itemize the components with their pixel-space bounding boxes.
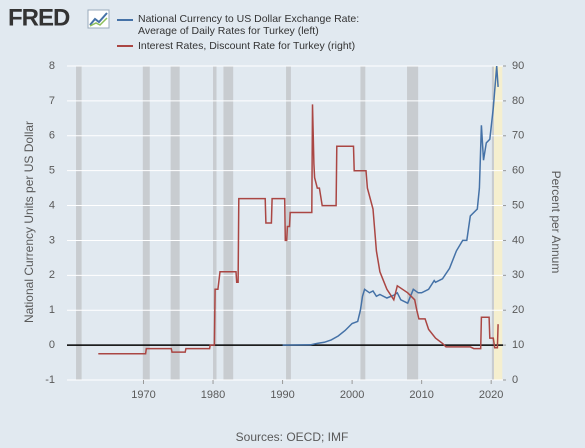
y-tick-label: 6 <box>49 130 55 142</box>
y2-axis-label: Percent per Annum <box>549 171 563 274</box>
recession-band <box>76 66 82 380</box>
y-axis-label: National Currency Units per US Dollar <box>22 121 36 323</box>
x-tick-label: 2010 <box>409 389 433 401</box>
y2-tick-label: 30 <box>512 269 524 281</box>
y-tick-label: 2 <box>49 269 55 281</box>
source: Sources: OECD; IMF <box>236 430 349 444</box>
legend-entry: National Currency to US Dollar Exchange … <box>138 13 360 37</box>
legend-entry: Interest Rates, Discount Rate for Turkey… <box>138 40 356 52</box>
recession-band <box>491 66 494 380</box>
recession-band <box>213 66 217 380</box>
recession-band <box>360 66 366 380</box>
recession-band <box>407 66 419 380</box>
y-tick-label: 8 <box>49 60 55 72</box>
y2-tick-label: 60 <box>512 165 524 177</box>
recession-band <box>170 66 180 380</box>
recession-band <box>286 66 291 380</box>
x-tick-label: 2020 <box>479 389 503 401</box>
y-tick-label: -1 <box>45 374 55 386</box>
recession-band <box>142 66 150 380</box>
recession-band <box>223 66 234 380</box>
y2-tick-label: 90 <box>512 60 524 72</box>
y2-tick-label: 20 <box>512 304 524 316</box>
y2-tick-label: 40 <box>512 234 524 246</box>
x-tick-label: 1990 <box>270 389 294 401</box>
y-tick-label: 3 <box>49 234 55 246</box>
y-tick-label: 0 <box>49 339 55 351</box>
y2-tick-label: 80 <box>512 95 524 107</box>
y2-tick-label: 10 <box>512 339 524 351</box>
y-tick-label: 4 <box>49 199 55 211</box>
y2-tick-label: 50 <box>512 199 524 211</box>
y2-tick-label: 70 <box>512 130 524 142</box>
logo-icon <box>87 9 110 29</box>
series-line <box>98 104 499 355</box>
logo: FRED <box>8 4 70 31</box>
y2-tick-label: 0 <box>512 374 518 386</box>
x-tick-label: 1980 <box>201 389 225 401</box>
y-tick-label: 1 <box>49 304 55 316</box>
y-tick-label: 5 <box>49 165 55 177</box>
y-tick-label: 7 <box>49 95 55 107</box>
x-tick-label: 2000 <box>340 389 364 401</box>
highlight-band <box>492 66 503 380</box>
x-tick-label: 1970 <box>131 389 155 401</box>
